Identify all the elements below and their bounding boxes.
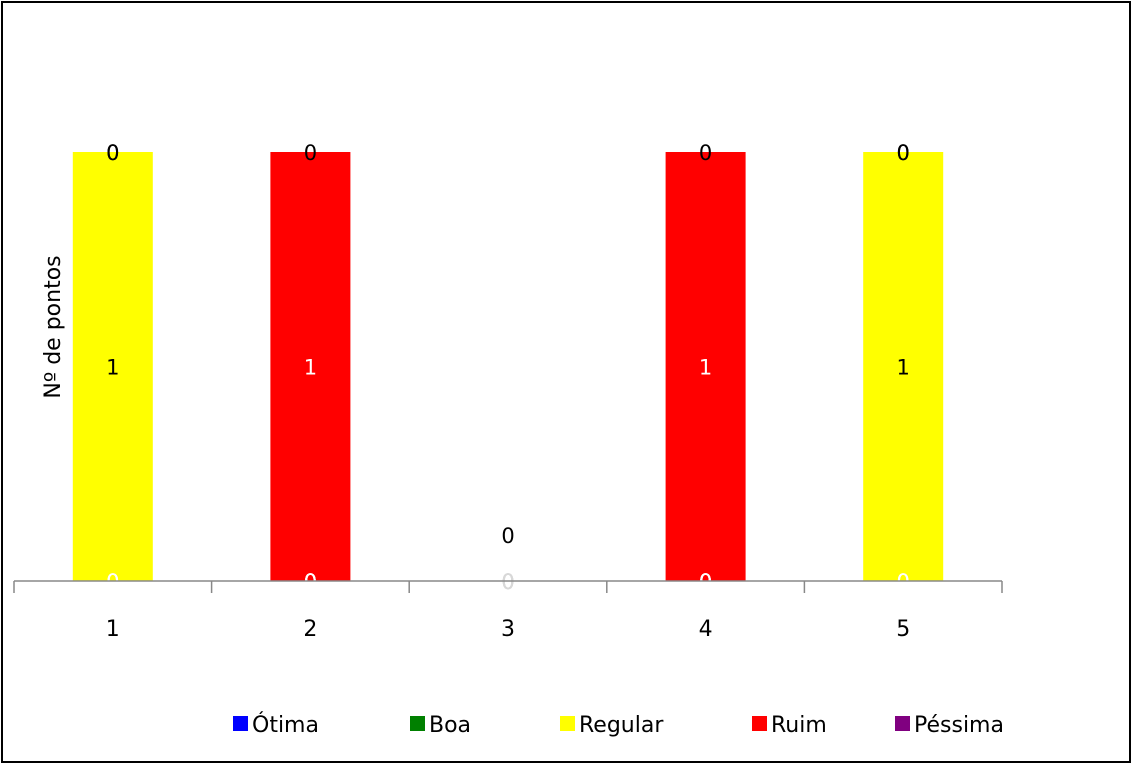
bar-regular-5 [863,152,944,581]
data-label-ruim-2: 1 [304,356,317,380]
legend-swatch [560,716,575,731]
legend-item-péssima: Péssima [895,713,1004,738]
x-tick-label-4: 4 [699,617,713,642]
legend-swatch [410,716,425,731]
legend-label: Péssima [914,713,1004,738]
data-label-péssima-3: 0 [501,524,514,548]
legend: Ótima Boa Regular Ruim Péssima [233,712,1004,738]
data-label-péssima-5: 0 [897,141,910,165]
legend-item-ótima: Ótima [233,712,319,738]
legend-swatch [895,716,910,731]
legend-item-regular: Regular [560,713,664,738]
legend-label: Ótima [252,712,319,738]
data-label-ótima-1: 0 [106,570,119,594]
x-tick-label-5: 5 [896,617,910,642]
data-label-péssima-1: 0 [106,141,119,165]
x-tick-label-1: 1 [106,617,120,642]
data-label-boa-5: 0 [897,570,910,594]
data-label-ruim-4: 1 [699,356,712,380]
data-label-regular-2: 0 [304,570,317,594]
data-label-regular-5: 1 [897,356,910,380]
x-axis [13,580,1003,593]
x-tick-label-2: 2 [303,617,317,642]
data-label-boa-3: 0 [501,570,514,594]
data-label-ruim-5: 0 [897,141,910,165]
data-label-regular-4: 0 [699,570,712,594]
data-label-péssima-2: 0 [304,141,317,165]
x-tick-labels: 1 2 3 4 5 [106,617,910,642]
data-label-ótima-2: 0 [304,570,317,594]
data-label-regular-1: 1 [106,356,119,380]
data-label-ruim-1: 0 [106,141,119,165]
data-label-boa-4: 0 [699,570,712,594]
x-tick-label-3: 3 [501,617,515,642]
bar-ruim-2 [270,152,351,581]
legend-label: Boa [429,713,471,738]
legend-label: Ruim [771,713,827,738]
legend-label: Regular [579,713,664,738]
legend-item-boa: Boa [410,713,471,738]
bar-regular-1 [72,152,153,581]
legend-swatch [752,716,767,731]
data-label-péssima-4: 0 [699,141,712,165]
data-label-ruim-3: 0 [501,570,514,594]
bar-ruim-4 [665,152,746,581]
data-label-ótima-4: 0 [699,570,712,594]
y-axis-title: Nº de pontos [41,255,66,398]
legend-item-ruim: Ruim [752,713,827,738]
data-label-regular-3: 0 [501,570,514,594]
data-label-ótima-5: 0 [897,570,910,594]
data-label-boa-1: 0 [106,570,119,594]
data-label-boa-2: 0 [304,570,317,594]
legend-swatch [233,716,248,731]
bars-layer [72,152,944,581]
data-label-ótima-3: 0 [501,570,514,594]
